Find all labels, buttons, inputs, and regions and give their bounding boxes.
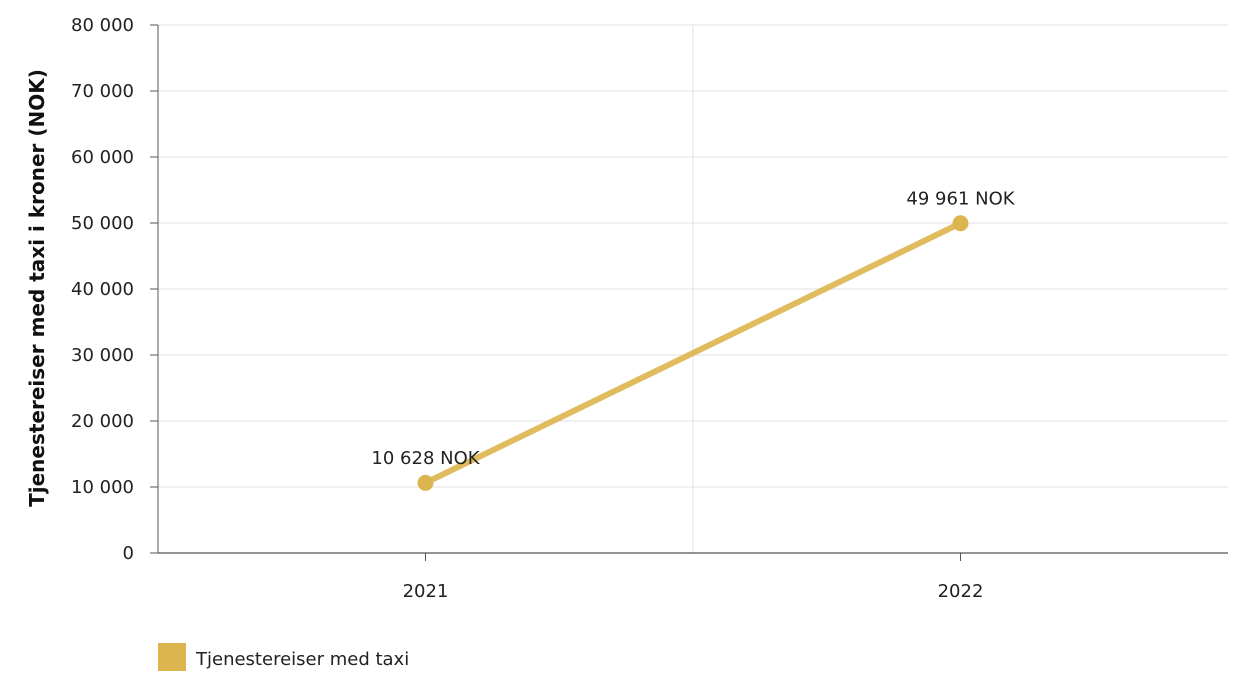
y-tick-label: 0 <box>123 543 134 564</box>
x-tick-label-2021: 2021 <box>403 581 449 602</box>
y-tick-label: 70 000 <box>71 81 134 102</box>
y-tick-label: 30 000 <box>71 345 134 366</box>
x-tick-labels: 2021 2022 <box>403 581 984 602</box>
x-tick-label-2022: 2022 <box>938 581 984 602</box>
y-tick-label: 10 000 <box>71 477 134 498</box>
gridlines <box>158 24 1228 553</box>
series-line <box>422 220 964 486</box>
y-tick-labels: 0 10 000 20 000 30 000 40 000 50 000 60 000 70 … <box>71 15 134 564</box>
legend-label-tjenestereiser-med-taxi: Tjenestereiser med taxi <box>195 649 409 670</box>
data-point-2021[interactable] <box>417 474 434 491</box>
y-tick-label: 60 000 <box>71 147 134 168</box>
data-labels: 10 628 NOK 49 961 NOK <box>371 188 1015 469</box>
series-layer <box>417 215 969 491</box>
axes <box>150 24 1228 561</box>
data-label-2022: 49 961 NOK <box>906 188 1015 209</box>
y-axis-title: Tjenestereiser med taxi i kroner (NOK) <box>25 69 49 507</box>
y-tick-label: 50 000 <box>71 213 134 234</box>
y-tick-label: 20 000 <box>71 411 134 432</box>
y-tick-label: 80 000 <box>71 15 134 36</box>
y-tick-label: 40 000 <box>71 279 134 300</box>
data-point-2022[interactable] <box>952 215 969 232</box>
legend[interactable]: Tjenestereiser med taxi <box>158 643 409 671</box>
legend-swatch <box>158 643 186 671</box>
data-label-2021: 10 628 NOK <box>371 448 480 469</box>
